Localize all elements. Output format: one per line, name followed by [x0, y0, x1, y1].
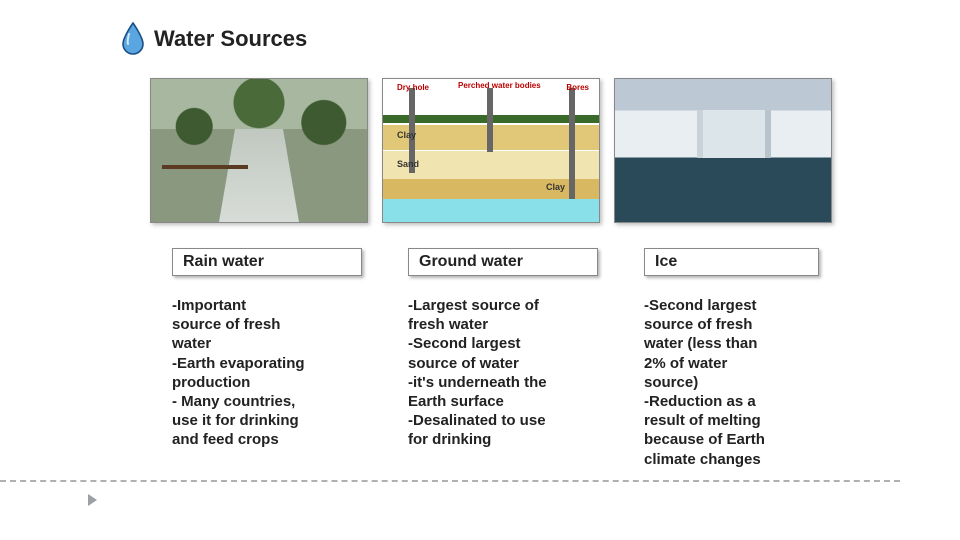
footer-dashed-line: [0, 480, 900, 482]
diagram-label-clay: Clay: [397, 130, 416, 140]
illustration-ice-cliff: [697, 110, 770, 157]
images-row: Dry hole Perched water bodies Bores Clay…: [150, 78, 832, 223]
desc-ice: -Second largest source of fresh water (l…: [644, 296, 834, 469]
page-title: Water Sources: [154, 26, 307, 52]
column-label-ice: Ice: [644, 248, 819, 276]
column-label-ground: Ground water: [408, 248, 598, 276]
diagram-label-sand: Sand: [397, 159, 419, 169]
ice-image: [614, 78, 832, 223]
title-row: Water Sources: [120, 22, 307, 56]
ground-water-diagram: Dry hole Perched water bodies Bores Clay…: [382, 78, 600, 223]
water-drop-icon: [120, 22, 146, 56]
diagram-label-clay2: Clay: [546, 182, 565, 192]
diagram-label-perched: Perched water bodies: [458, 81, 541, 90]
descriptions-row: -Important source of fresh water -Earth …: [172, 296, 834, 469]
illustration-trees: [151, 79, 367, 158]
desc-ground: -Largest source of fresh water -Second l…: [408, 296, 598, 469]
rain-water-image: [150, 78, 368, 223]
diagram-label-dryhole: Dry hole: [397, 83, 429, 92]
slide-arrow-icon: [88, 494, 97, 506]
column-label-rain: Rain water: [172, 248, 362, 276]
illustration-fence: [162, 165, 248, 169]
bore-pipe: [569, 88, 575, 200]
diagram-label-bores: Bores: [566, 83, 589, 92]
labels-row: Rain water Ground water Ice: [172, 248, 819, 276]
desc-rain: -Important source of fresh water -Earth …: [172, 296, 362, 469]
bore-pipe: [487, 88, 493, 152]
